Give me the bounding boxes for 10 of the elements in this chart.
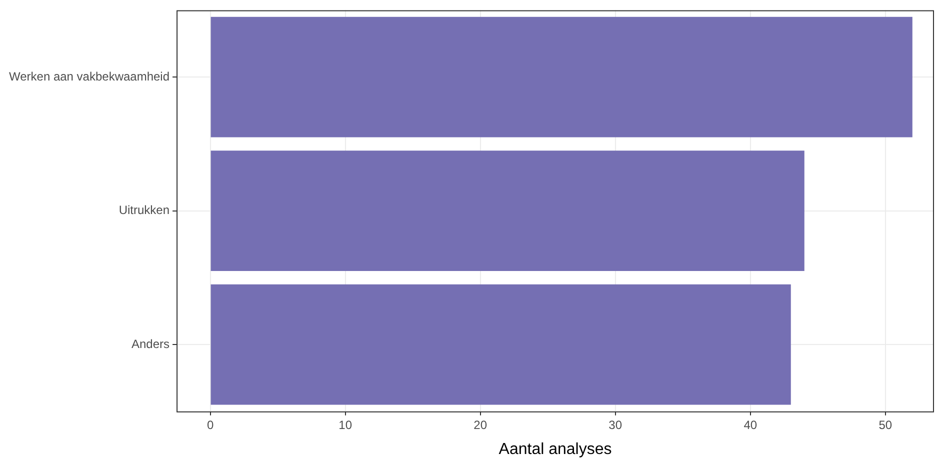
x-axis-title: Aantal analyses [498,440,612,458]
x-tick-label: 20 [474,418,488,432]
y-tick-label: Uitrukken [118,203,170,218]
y-tick-label: Werken aan vakbekwaamheid [8,69,170,84]
x-tick-label: 30 [608,418,622,432]
y-tick-label: Anders [132,336,170,351]
x-tick-label: 0 [206,418,214,432]
x-tick-label: 50 [878,418,892,432]
x-tick-label: 40 [744,418,758,432]
x-tick-label: 10 [338,418,352,432]
